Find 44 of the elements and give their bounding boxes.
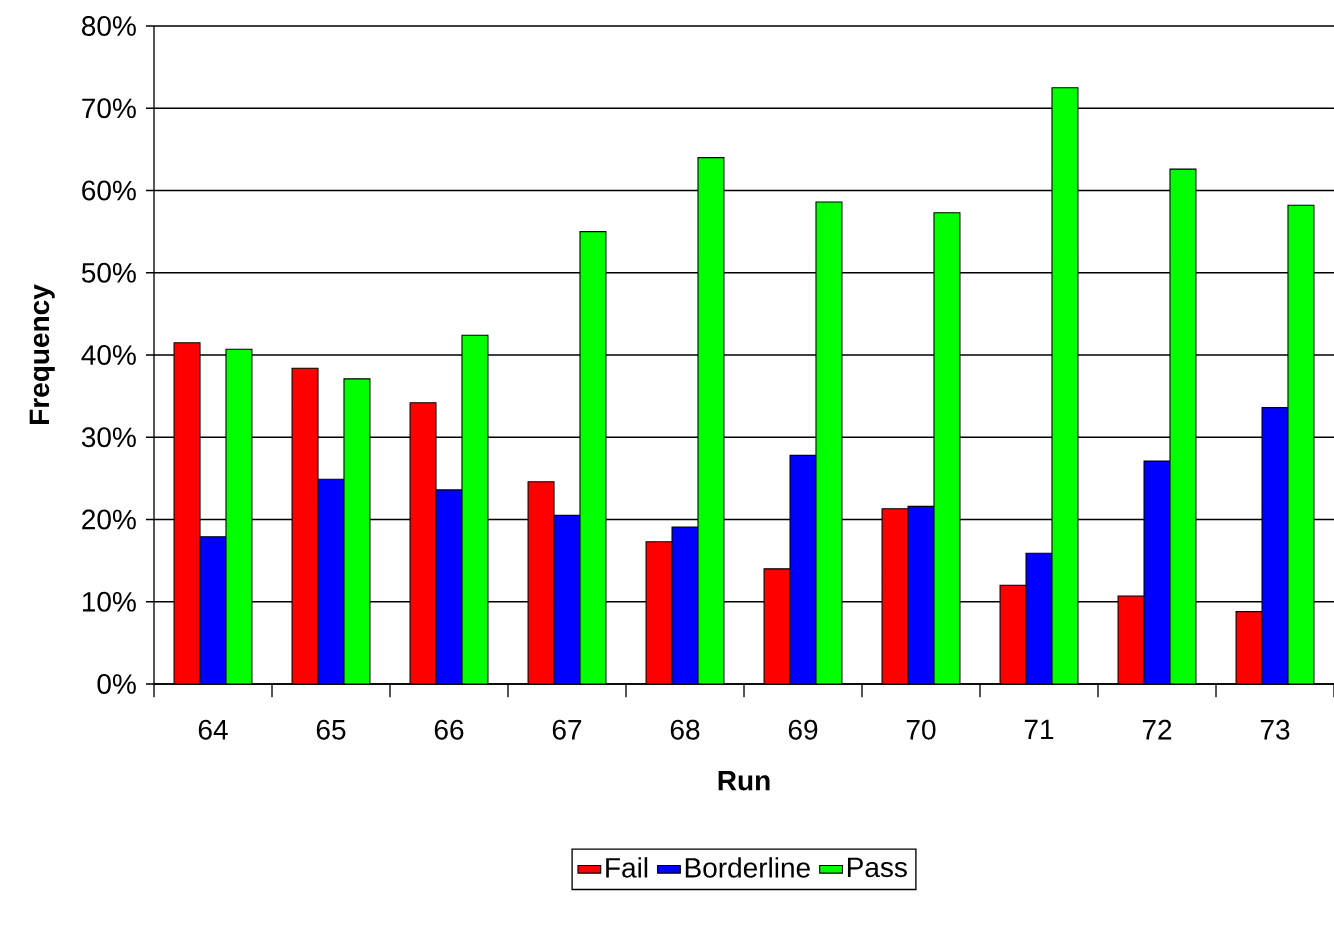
bar [933,212,961,685]
bar [1051,87,1079,685]
y-tick-label: 60% [82,180,136,201]
bar [579,231,607,685]
y-tick-label: 20% [82,509,136,530]
y-axis-title: Frequency [29,284,55,424]
bar [343,378,371,685]
x-tick-label: 73 [1260,719,1290,740]
x-tick-label: 68 [670,719,700,740]
x-tick-label: 69 [788,719,818,740]
y-tick-label: 0% [97,674,136,694]
bar [999,584,1027,685]
y-tick-label: 80% [82,16,136,36]
bar [527,481,555,685]
bar [697,157,725,685]
bar [645,541,673,685]
legend-label: Borderline [685,857,810,878]
bar [225,348,253,685]
y-tick-label: 30% [81,427,136,448]
x-tick-label: 70 [906,719,936,740]
y-tick-label: 70% [82,98,136,119]
bar [1235,611,1263,685]
bar [1169,168,1197,685]
x-tick-label: 64 [198,719,228,740]
bar [763,568,791,685]
bar [291,367,319,685]
legend-label: Fail [606,857,648,878]
x-tick-label: 67 [552,719,582,740]
bar [1117,595,1145,685]
y-tick-label: 50% [81,262,136,283]
bar [1287,204,1315,685]
x-axis-title: Run [718,771,770,791]
x-tick-label: 65 [316,719,346,740]
x-tick-label: 71 [1024,719,1054,740]
x-tick-label: 66 [434,719,464,740]
y-tick-label: 10% [82,591,136,612]
bar [461,334,489,685]
bar [409,402,437,685]
x-tick-label: 72 [1142,719,1172,740]
bar [881,508,909,685]
bar [815,201,843,685]
bar [173,342,201,685]
y-tick-label: 40% [81,345,136,365]
legend-label: Pass [847,857,907,878]
